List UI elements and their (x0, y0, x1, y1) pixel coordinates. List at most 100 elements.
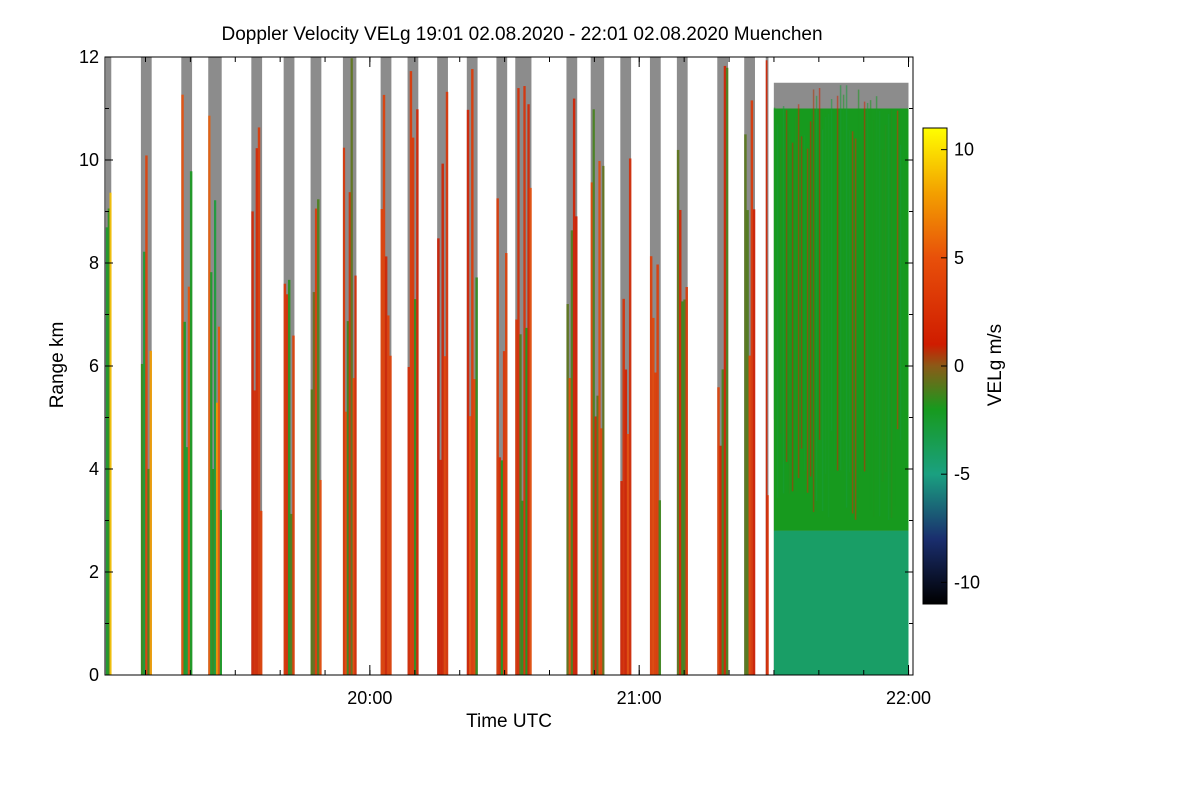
scan-segment (310, 57, 322, 676)
x-axis-label: Time UTC (466, 711, 552, 732)
scan-segment (466, 57, 478, 675)
velocity-column (257, 127, 261, 675)
x-tick-label: 21:00 (617, 688, 662, 708)
velocity-column (443, 356, 447, 675)
velocity-streak (824, 116, 827, 474)
velocity-column (602, 165, 605, 675)
scan-segment (283, 57, 295, 675)
velocity-column (570, 230, 574, 676)
velocity-column (283, 283, 287, 675)
velocity-column (416, 109, 419, 675)
velocity-column (575, 216, 578, 675)
scan-segment (251, 57, 263, 675)
velocity-streak (854, 138, 857, 520)
velocity-column (505, 253, 508, 675)
velocity-column (628, 158, 632, 676)
velocity-streak (815, 95, 818, 502)
velocity-column (475, 277, 478, 675)
scan-segment (342, 57, 357, 676)
velocity-column (683, 299, 686, 675)
velocity-column (620, 481, 623, 675)
velocity-column (181, 94, 184, 675)
velocity-streak (893, 144, 896, 507)
velocity-column (348, 192, 351, 676)
velocity-column (189, 171, 193, 675)
scan-segment (437, 57, 449, 675)
velocity-column (466, 109, 470, 675)
velocity-streak (872, 120, 875, 518)
velocity-streak (806, 148, 809, 493)
velocity-column (145, 155, 148, 676)
velocity-column (622, 298, 625, 675)
x-tick-label: 20:00 (347, 688, 392, 708)
y-axis-label: Range km (47, 322, 68, 409)
y-tick-label: 2 (89, 562, 99, 582)
velocity-streak (803, 135, 806, 471)
segment-background (717, 57, 729, 675)
velocity-column (572, 98, 576, 675)
scan-segment (744, 57, 756, 676)
colorbar-tick-label: -5 (954, 464, 970, 484)
velocity-streak (785, 110, 788, 462)
velocity-column (529, 187, 532, 675)
velocity-column (468, 416, 472, 675)
velocity-column (594, 416, 597, 675)
velocity-column (314, 208, 318, 676)
scan-segment (181, 57, 193, 675)
velocity-streak (887, 113, 890, 520)
scan-segment (407, 57, 419, 675)
velocity-column (652, 317, 655, 675)
velocity-data-area (105, 57, 909, 676)
y-tick-label: 12 (79, 47, 99, 67)
velocity-column (290, 513, 293, 675)
velocity-streak (830, 99, 833, 431)
velocity-column (719, 445, 722, 675)
velocity-column (723, 65, 727, 676)
velocity-column (255, 148, 259, 675)
velocity-column (187, 286, 191, 675)
velocity-column (380, 209, 384, 675)
velocity-column (598, 161, 601, 675)
velocity-streak (857, 89, 860, 499)
velocity-streak (890, 109, 893, 518)
velocity-column (105, 227, 108, 675)
velocity-column (107, 208, 110, 675)
velocity-streak (827, 113, 830, 518)
velocity-column (624, 369, 628, 675)
y-tick-label: 10 (79, 150, 99, 170)
velocity-streak (896, 110, 899, 430)
segment-background (496, 57, 508, 675)
velocity-column (208, 115, 211, 675)
velocity-streak (788, 131, 791, 494)
velocity-column (389, 355, 392, 675)
velocity-column (626, 433, 630, 675)
segment-background (181, 57, 193, 675)
velocity-column (140, 363, 144, 675)
velocity-column (319, 479, 322, 675)
scan-segment (140, 57, 152, 676)
velocity-column (525, 327, 528, 675)
velocity-column (527, 104, 530, 676)
colorbar-tick-label: -10 (954, 572, 980, 592)
segment-background (620, 57, 632, 675)
velocity-streak (869, 100, 872, 511)
velocity-column (656, 264, 659, 675)
velocity-column (352, 378, 355, 675)
velocity-streak (860, 134, 863, 477)
velocity-streak (782, 106, 785, 494)
velocity-column (259, 510, 263, 675)
velocity-streak (791, 142, 794, 492)
velocity-column (312, 292, 316, 675)
velocity-column (445, 91, 449, 675)
velocity-streak (818, 88, 821, 440)
velocity-streak (800, 136, 803, 449)
segment-background (649, 57, 661, 675)
colorbar-tick-label: 0 (954, 356, 964, 376)
velocity-streak (905, 109, 908, 502)
velocity-column (568, 378, 572, 675)
velocity-streak (845, 85, 848, 508)
velocity-column (496, 198, 499, 675)
velocity-streak (797, 104, 800, 479)
velocity-column (515, 319, 518, 675)
